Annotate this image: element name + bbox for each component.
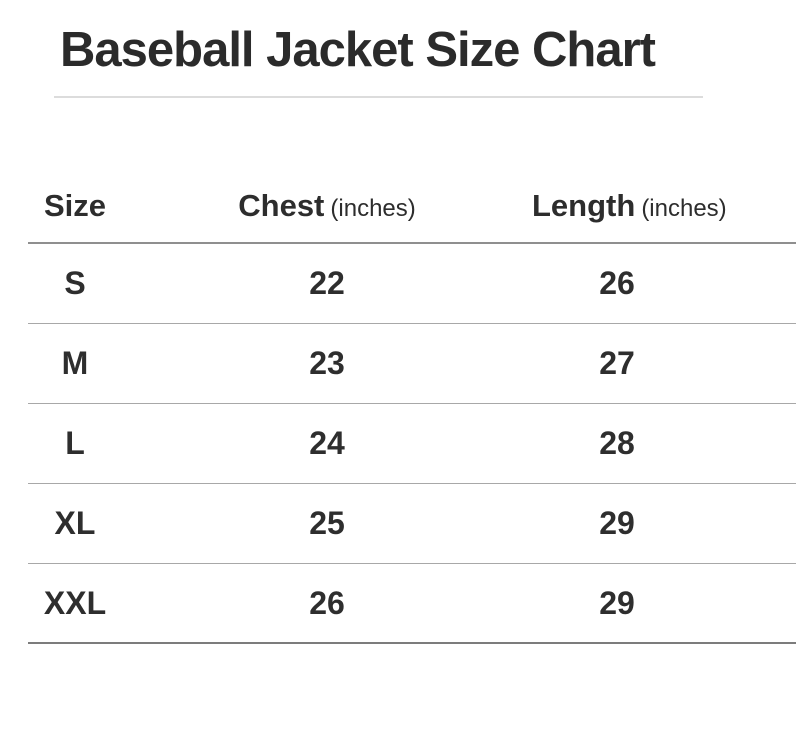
chest-cell: 22 — [309, 265, 345, 302]
table-header-row: Size Chest (inches) Length (inches) — [28, 169, 796, 245]
page-title: Baseball Jacket Size Chart — [60, 23, 656, 77]
table-row: S 22 26 — [28, 244, 796, 325]
table-row: L 24 28 — [28, 404, 796, 485]
size-cell: L — [65, 425, 85, 462]
length-cell: 29 — [599, 505, 635, 542]
table-row: XXL 26 29 — [28, 564, 796, 645]
column-header-length: Length (inches) — [532, 187, 727, 224]
column-header-size: Size — [28, 188, 122, 224]
size-cell: XXL — [43, 584, 107, 621]
size-cell: S — [64, 265, 86, 302]
size-column-label: Size — [43, 187, 107, 223]
length-cell: 28 — [599, 425, 635, 462]
chest-cell: 23 — [309, 345, 345, 382]
column-header-chest: Chest (inches) — [122, 188, 532, 224]
length-column-unit: (inches) — [641, 194, 727, 222]
chest-cell: 24 — [309, 425, 345, 462]
size-chart-page: Baseball Jacket Size Chart Size Chest (in… — [0, 22, 804, 645]
chest-column-label: Chest — [238, 187, 325, 223]
size-cell: XL — [54, 505, 96, 542]
chest-column-unit: (inches) — [330, 194, 416, 222]
length-column-label: Length — [532, 187, 636, 223]
length-cell: 27 — [599, 345, 635, 382]
chest-cell: 26 — [309, 584, 345, 621]
table-row: XL 25 29 — [28, 484, 796, 565]
table-row: M 23 27 — [28, 324, 796, 405]
length-cell: 26 — [599, 265, 635, 302]
chest-cell: 25 — [309, 505, 345, 542]
title-divider — [54, 96, 703, 99]
size-cell: M — [61, 345, 89, 382]
size-chart-table: Size Chest (inches) Length (inches) S 22 2… — [28, 169, 796, 645]
length-cell: 29 — [599, 584, 635, 621]
